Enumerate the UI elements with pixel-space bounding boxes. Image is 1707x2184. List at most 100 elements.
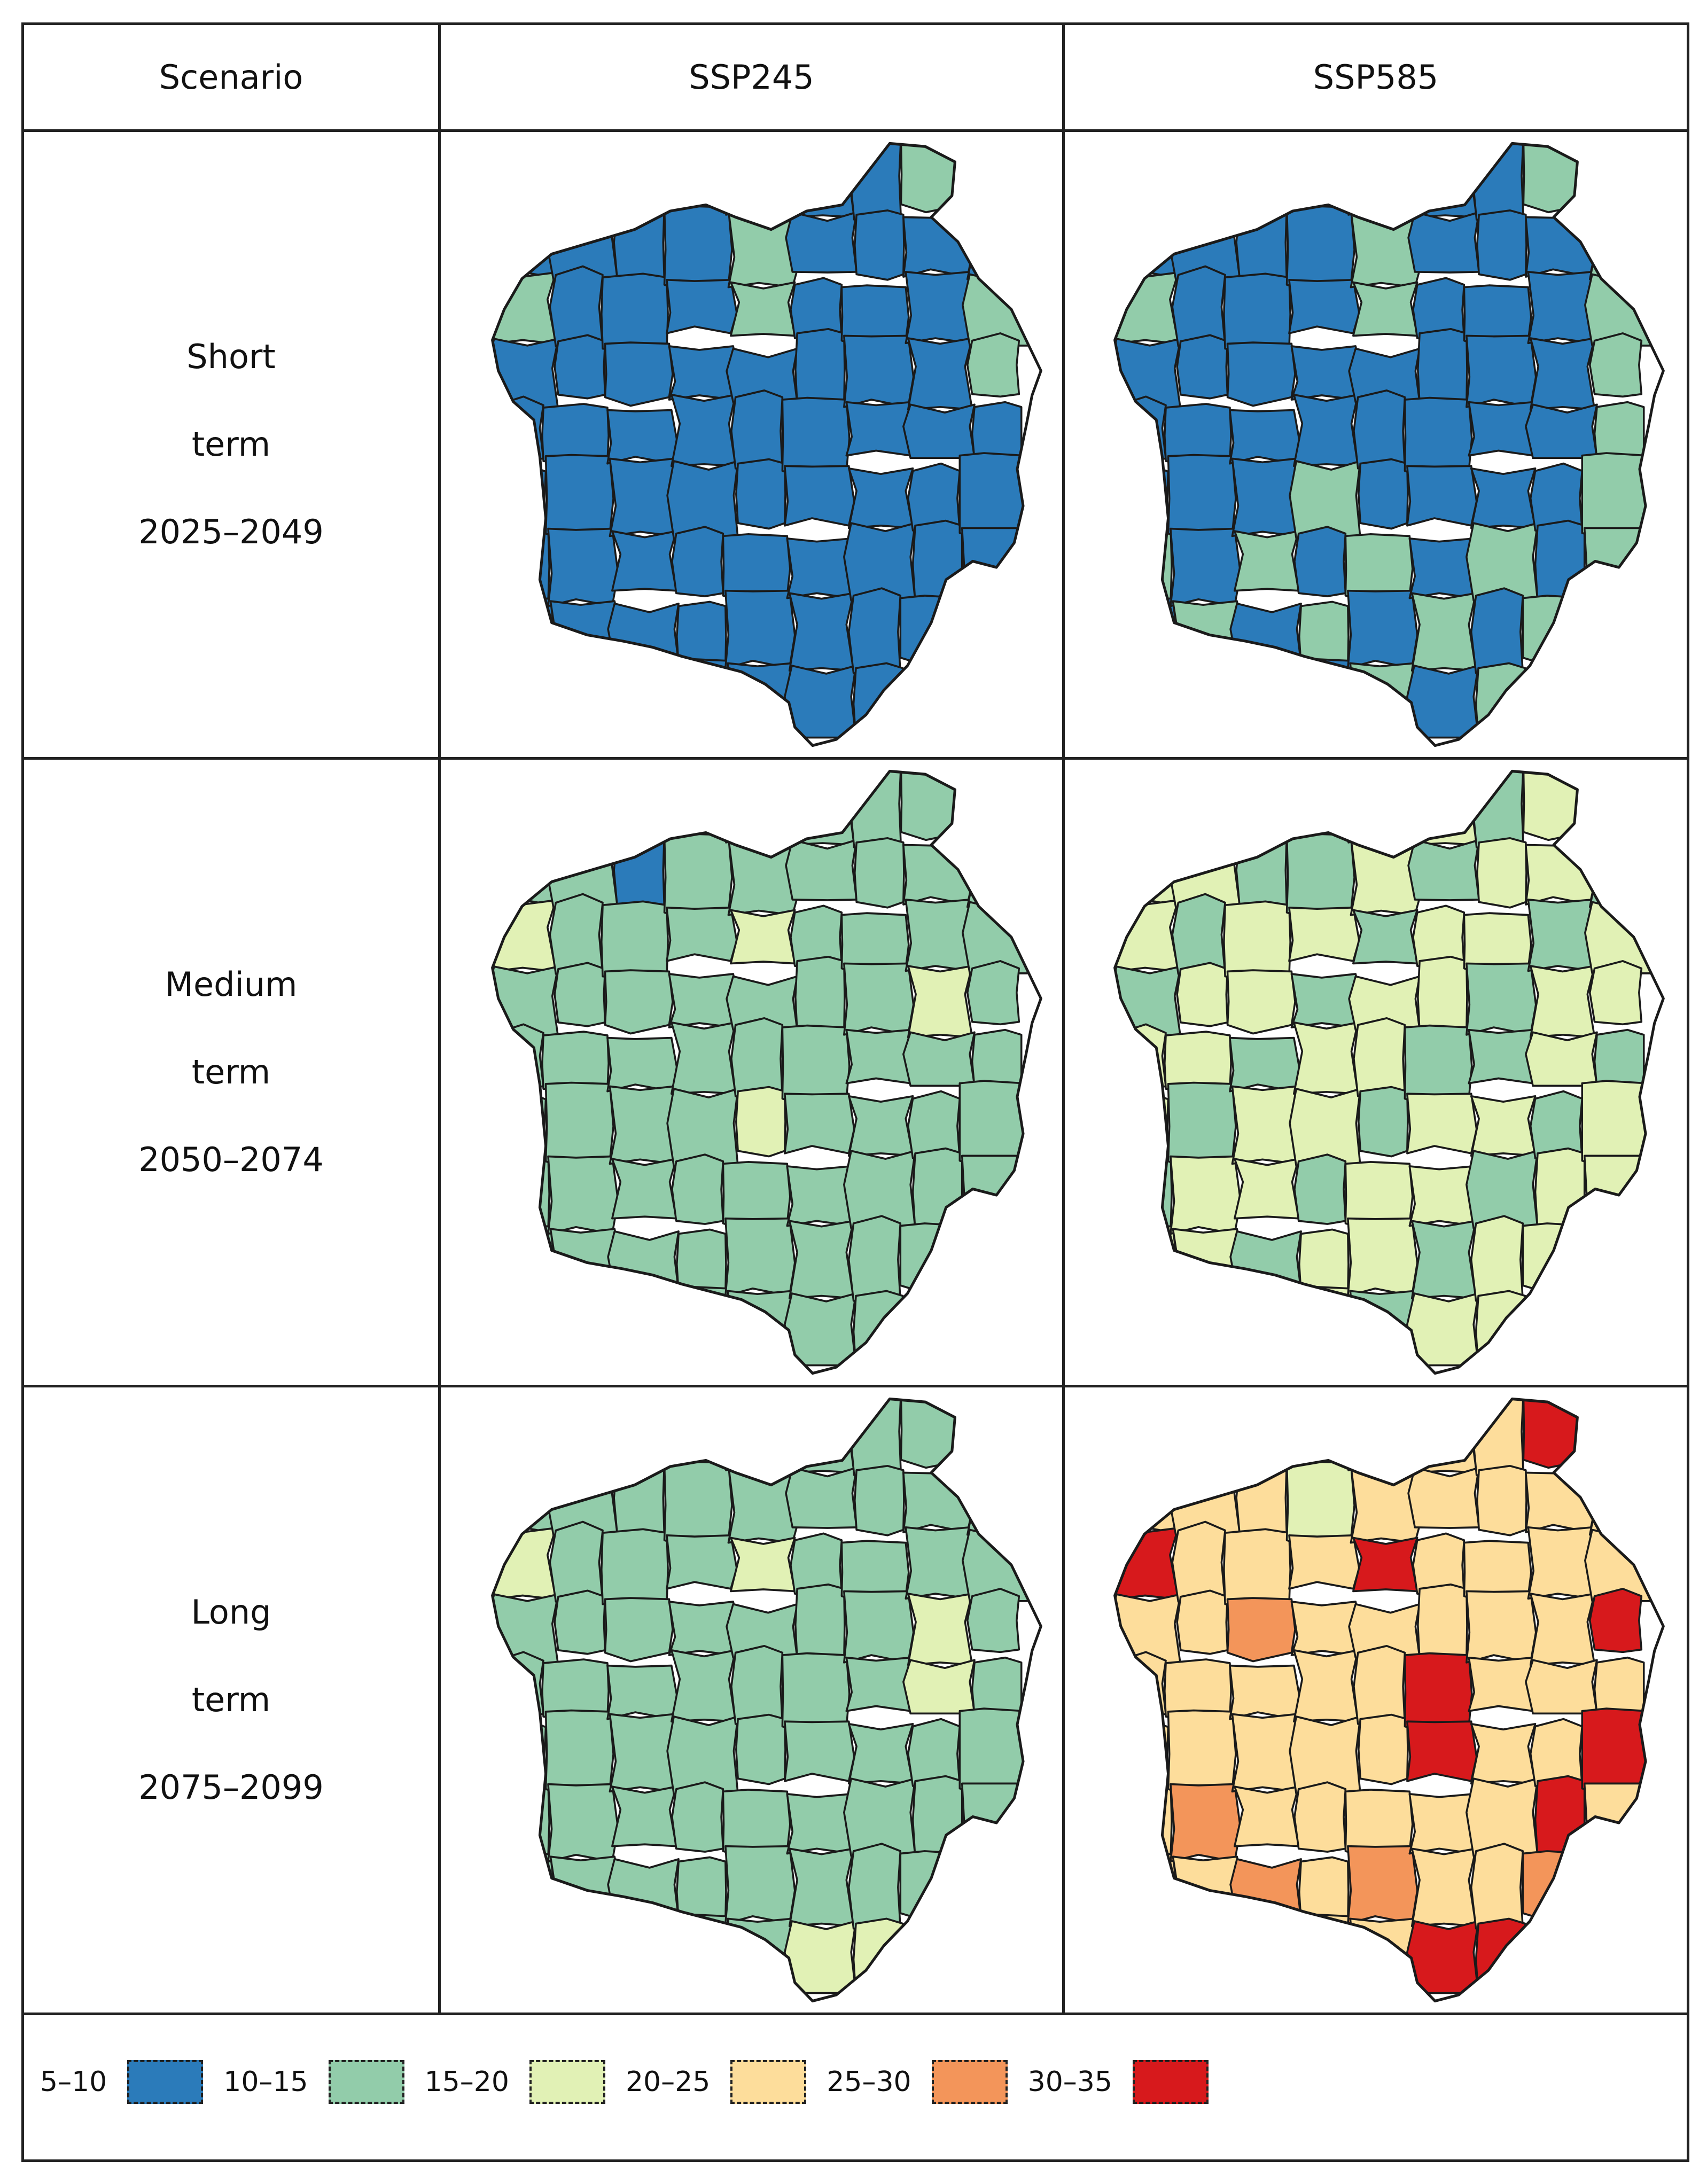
sub-basin [492, 670, 560, 744]
sub-basin [1114, 521, 1173, 611]
sub-basin [1529, 1593, 1596, 1666]
sub-basin [1293, 394, 1359, 467]
sub-basin [547, 1783, 619, 1863]
sub-basin [1235, 825, 1288, 915]
sub-basin [1172, 143, 1239, 208]
sub-basin [784, 465, 855, 527]
sub-basin [1353, 1644, 1406, 1728]
sub-basin [607, 603, 680, 665]
sub-basin [613, 825, 666, 915]
sub-basin [899, 595, 968, 666]
sub-basin [550, 771, 617, 836]
legend-item: 5–10 [40, 2060, 223, 2104]
legend-label: 25–30 [827, 2066, 911, 2098]
legend-item: 30–35 [1028, 2060, 1229, 2104]
legend: 5–10 10–15 15–20 20–25 25–30 30–35 [24, 2004, 1687, 2159]
sub-basin [1522, 1399, 1592, 1469]
legend-swatch [931, 2060, 1008, 2104]
sub-basin [492, 1298, 560, 1372]
sub-basin [492, 216, 561, 279]
sub-basin [494, 1720, 547, 1791]
sub-basin [492, 521, 550, 611]
sub-basin [1407, 1467, 1480, 1529]
sub-basin [1234, 1158, 1300, 1220]
sub-basin [1412, 1399, 1478, 1474]
sub-basin [671, 394, 737, 467]
sub-basin [492, 1472, 561, 1534]
sub-basin [1466, 334, 1537, 408]
sub-basin [1285, 1913, 1354, 2001]
sub-basin [549, 265, 604, 349]
sub-basin [671, 526, 724, 597]
sub-basin [1586, 1399, 1661, 1463]
sub-basin [550, 1399, 617, 1464]
scenario-header-label: Scenario [159, 58, 303, 97]
legend-item: 15–20 [425, 2060, 626, 2104]
sub-basin [1170, 1783, 1242, 1863]
sub-basin [785, 839, 858, 901]
sub-basin [666, 1534, 738, 1590]
sub-basin [789, 771, 855, 846]
sub-basin [730, 389, 784, 473]
sub-basin [662, 658, 732, 746]
legend-item: 10–15 [223, 2060, 424, 2104]
basin-outline [491, 1397, 1042, 2003]
grid-line [438, 25, 441, 2015]
sub-basin [1226, 341, 1296, 407]
sub-basin [492, 844, 561, 907]
sub-basin [725, 143, 797, 216]
sub-basin [1170, 527, 1242, 607]
legend-label: 15–20 [424, 2066, 509, 2098]
sub-basin [1234, 1785, 1300, 1847]
sub-basin [1174, 1300, 1241, 1374]
sub-basin [1353, 389, 1406, 473]
sub-basin [1347, 589, 1418, 669]
sub-basin [671, 1021, 737, 1095]
grid-line [24, 129, 1687, 132]
sub-basin [1234, 650, 1288, 746]
sub-basin [494, 464, 547, 536]
legend-swatch [529, 2060, 605, 2104]
basin-map-svg [1113, 769, 1665, 1375]
sub-basin [662, 1285, 732, 1374]
sub-basin [1114, 670, 1182, 744]
sub-basin [492, 1527, 557, 1601]
row-label-line2: term [191, 425, 271, 464]
sub-basin [902, 1031, 976, 1087]
ssp585-header-label: SSP585 [1313, 58, 1439, 97]
sub-basin [1475, 1290, 1526, 1374]
row-label-years: 2025–2049 [138, 512, 324, 551]
sub-basin [1412, 143, 1478, 219]
sub-basin [911, 519, 963, 609]
sub-basin [1522, 143, 1592, 214]
sub-basin [1117, 1092, 1170, 1164]
sub-basin [847, 467, 914, 529]
sub-basin [847, 1723, 914, 1785]
sub-basin [1174, 673, 1241, 746]
sub-basin [1352, 281, 1418, 337]
sub-basin [1476, 1465, 1527, 1536]
sub-basin [843, 334, 915, 408]
sub-basin [1114, 143, 1179, 206]
sub-basin [1114, 1298, 1182, 1372]
sub-basin [1114, 596, 1178, 668]
legend-swatch [1132, 2060, 1209, 2104]
sub-basin [849, 1399, 902, 1479]
sub-basin [492, 1149, 550, 1239]
sub-basin [966, 960, 1020, 1026]
basin-outline [491, 769, 1042, 1375]
sub-basin [1522, 595, 1591, 666]
sub-basin [902, 1659, 976, 1715]
sub-basin [735, 1086, 786, 1158]
row-label-years: 2050–2074 [138, 1140, 324, 1179]
row-label-line1: Long [191, 1593, 271, 1632]
row-label-line1: Short [186, 337, 276, 376]
sub-basin [554, 962, 606, 1027]
sub-basin [1293, 1153, 1347, 1225]
sub-basin [671, 1781, 724, 1853]
sub-basin [1586, 143, 1661, 208]
sub-basin [724, 1217, 796, 1297]
sub-basin [1230, 1399, 1285, 1468]
sub-basin [612, 650, 665, 746]
sub-basin [1114, 1472, 1183, 1534]
